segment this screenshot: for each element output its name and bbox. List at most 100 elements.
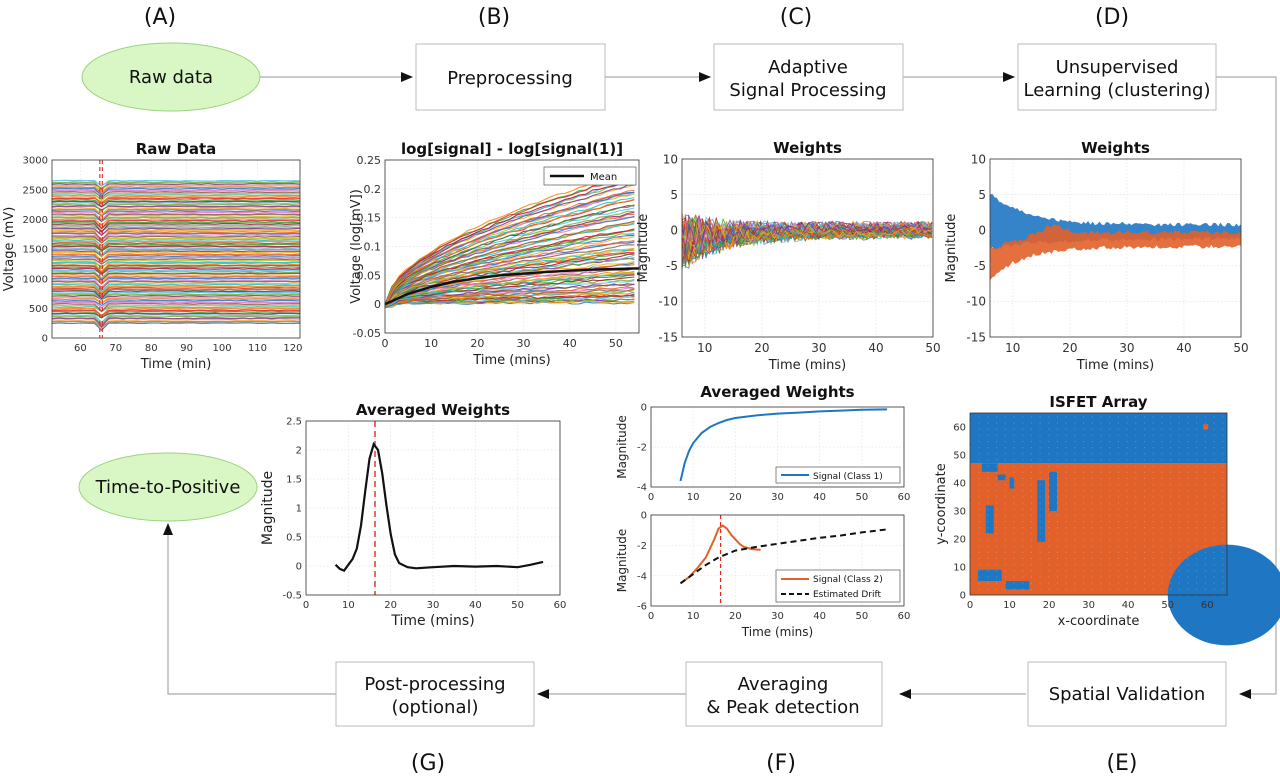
- isfet-dot: [1222, 527, 1224, 529]
- isfet-blue-spot: [1009, 477, 1015, 489]
- isfet-dot: [1065, 545, 1067, 547]
- isfet-dot: [1048, 595, 1050, 596]
- weights-xtick-label: 30: [811, 341, 826, 355]
- isfet-dot: [1048, 539, 1050, 541]
- isfet-dot: [1187, 434, 1189, 436]
- log-ytick-label: 0: [374, 298, 381, 311]
- weights_clustered-axes: 10 20 30 40 50 -15 -10 -5 0 5 10 Weights Time (mins)…: [944, 139, 1249, 373]
- isfet-dot: [987, 477, 989, 479]
- weights_clustered-title: Weights: [1081, 139, 1150, 157]
- isfet-dot: [1109, 496, 1111, 498]
- isfet-dot: [1022, 508, 1024, 510]
- isfet-dot: [1013, 533, 1015, 535]
- avg_class1-ytick-label: -2: [637, 443, 647, 454]
- isfet-dot: [1004, 533, 1006, 535]
- raw-trace: [51, 314, 301, 324]
- isfet-dot: [1187, 595, 1189, 596]
- isfet-dot: [1126, 514, 1128, 516]
- raw-trace: [52, 286, 301, 296]
- weights-trace: [681, 222, 932, 248]
- isfet-blue-spot: [985, 505, 994, 534]
- isfet-dot: [1143, 508, 1145, 510]
- isfet-dot: [1178, 551, 1180, 553]
- isfet-dot: [1213, 502, 1215, 504]
- isfet-dot: [1109, 471, 1111, 473]
- isfet-dot: [1170, 558, 1172, 560]
- node-preprocessing: Preprocessing: [415, 43, 606, 111]
- isfet-dot: [1135, 465, 1137, 467]
- raw-trace: [51, 179, 301, 187]
- isfet-dot: [1170, 576, 1172, 578]
- raw-trace: [51, 190, 301, 199]
- isfet-dot: [1213, 416, 1215, 418]
- raw-trace: [51, 226, 301, 232]
- isfet-dot: [978, 551, 980, 553]
- isfet-dot: [1213, 441, 1215, 442]
- raw-xtick-label: 60: [74, 343, 87, 354]
- isfet-dot: [1152, 447, 1154, 449]
- log-trace: [384, 204, 635, 307]
- isfet-dot: [1039, 595, 1041, 596]
- isfet-dot: [996, 545, 998, 547]
- isfet-dot: [1048, 471, 1050, 473]
- raw-ylabel: Voltage (mV): [2, 207, 17, 292]
- isfet-dot: [1126, 447, 1128, 449]
- raw-trace: [51, 186, 301, 195]
- isfet-dot: [1222, 558, 1224, 560]
- isfet-dot: [1056, 588, 1058, 590]
- isfet-dot: [996, 539, 998, 541]
- isfet-blue-spot: [1005, 581, 1030, 590]
- isfet-dot: [978, 564, 980, 566]
- weights-xtick-label: 10: [697, 341, 712, 355]
- isfet-dot: [1030, 533, 1032, 535]
- isfet-dot: [1187, 447, 1189, 449]
- weights_clustered-ytick-label: 5: [978, 188, 986, 202]
- node-adaptive-signal-processing: Adaptive Signal Processing: [713, 43, 904, 111]
- log-ytick-label: 0.05: [357, 269, 382, 282]
- isfet-dot: [1065, 441, 1067, 442]
- isfet-dot: [1056, 508, 1058, 510]
- raw-trace: [51, 182, 301, 190]
- node-ul-line2: Learning (clustering): [1024, 80, 1211, 101]
- isfet-dot: [1126, 508, 1128, 510]
- isfet-dot: [1048, 521, 1050, 523]
- isfet-dot: [1204, 484, 1206, 486]
- avg_class2-xtick-label: 50: [855, 611, 868, 622]
- raw-trace: [51, 256, 301, 263]
- isfet-dot: [1143, 490, 1145, 492]
- isfet-dot: [1065, 496, 1067, 498]
- isfet-dot: [1187, 508, 1189, 510]
- isfet-dot: [1187, 422, 1189, 424]
- raw-trace: [51, 238, 301, 247]
- isfet-dot: [1204, 422, 1206, 424]
- isfet-dot: [1100, 576, 1102, 578]
- isfet-dot: [1100, 539, 1102, 541]
- isfet-dot: [1135, 496, 1137, 498]
- isfet-dot: [1056, 490, 1058, 492]
- isfet-dot: [1100, 502, 1102, 504]
- node-unsupervised-learning: Unsupervised Learning (clustering): [1017, 43, 1217, 111]
- isfet-dot: [970, 416, 971, 418]
- isfet-dot: [1187, 582, 1189, 584]
- isfet-dot: [970, 539, 971, 541]
- isfet-dot: [1030, 484, 1032, 486]
- stage-letter-g: (G): [411, 751, 445, 776]
- isfet-dot: [1222, 484, 1224, 486]
- avg_class1-frame: [650, 406, 905, 488]
- isfet-dot: [1187, 570, 1189, 572]
- isfet-dot: [1013, 416, 1015, 418]
- isfet-dot: [996, 527, 998, 529]
- isfet-dot: [1204, 551, 1206, 553]
- raw-xlabel: Time (min): [140, 357, 212, 372]
- isfet-dot: [978, 508, 980, 510]
- isfet-dot: [996, 434, 998, 436]
- isfet-dot: [1187, 521, 1189, 523]
- log-trace: [384, 298, 635, 308]
- isfet-dot: [1170, 521, 1172, 523]
- avg-class1-legend-box: [775, 466, 901, 484]
- raw-trace: [51, 283, 301, 292]
- isfet-dot: [1039, 582, 1041, 584]
- isfet-dot: [1170, 441, 1172, 442]
- isfet-dot: [996, 459, 998, 461]
- isfet-dot: [1004, 582, 1006, 584]
